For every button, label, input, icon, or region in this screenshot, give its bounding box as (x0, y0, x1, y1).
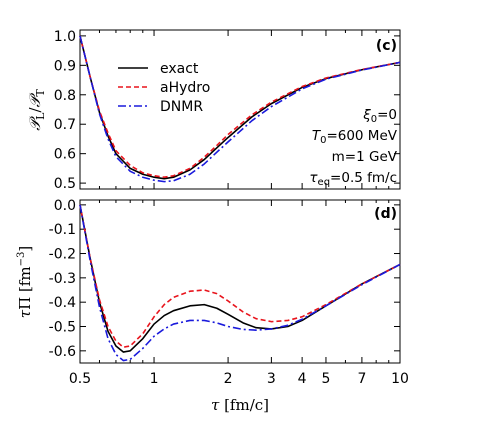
panel-d-ylabel: τΠ [fm−3] (16, 246, 34, 318)
panel-d-xtick-label: 5 (321, 371, 330, 387)
legend-label-exact: exact (160, 61, 199, 77)
panel-c-frame (79, 29, 401, 190)
panel-d-xtick-label: 4 (298, 371, 307, 387)
panel-c-ytick-label: 0.8 (54, 88, 76, 104)
panel-c-tag: (c) (376, 38, 397, 54)
panel-c-series (79, 35, 401, 183)
panel-d-frame (79, 199, 401, 364)
panel-c-ticks: 0.5 0.6 0.7 0.8 0.9 1.0 (54, 29, 401, 192)
panel-c-ytick-label: 0.5 (54, 176, 76, 192)
series-exact-line (79, 35, 401, 180)
series-exact-line (79, 204, 401, 353)
panel-d-xtick-label: 3 (267, 371, 276, 387)
panel-d-ytick-label: -0.4 (49, 295, 76, 311)
series-ahydro-line (79, 35, 401, 179)
panel-d-ytick-label: -0.2 (49, 247, 76, 263)
panel-c-ytick-label: 0.6 (54, 147, 76, 163)
panel-c-ytick-label: 1.0 (54, 29, 76, 45)
panel-d-xtick-label: 2 (224, 371, 233, 387)
panel-d: 0.5 1 2 3 4 5 7 10 0.0 -0.1 -0.2 -0.3 -0.4 -0.5 -0.6 τ… (16, 198, 409, 414)
panel-d-series (79, 204, 401, 362)
annotation-mass: m=1 GeV (332, 149, 398, 165)
annotation-t0: T0=600 MeV (312, 128, 398, 146)
panel-c-ytick-label: 0.7 (54, 117, 76, 133)
panel-d-ticks: 0.5 1 2 3 4 5 7 10 0.0 -0.1 -0.2 -0.3 -0.4 -0.5 -0.6 (49, 198, 409, 387)
panel-c: 0.5 0.6 0.7 0.8 0.9 1.0 𝒫L/𝒫T (c) exact aHydr… (26, 29, 401, 192)
annotation-xi0: ξ0=0 (362, 107, 397, 125)
panel-d-tag: (d) (374, 206, 397, 222)
legend-label-ahydro: aHydro (160, 80, 210, 96)
series-dnmr-line (79, 204, 401, 362)
series-ahydro-line (79, 204, 401, 348)
legend-label-dnmr: DNMR (160, 99, 203, 115)
parameter-annotations: ξ0=0 T0=600 MeV m=1 GeV τeq=0.5 fm/c (309, 107, 397, 188)
panel-c-ylabel: 𝒫L/𝒫T (26, 89, 47, 131)
panel-d-xtick-label: 7 (357, 371, 366, 387)
panel-d-xlabel: τ [fm/c] (211, 396, 269, 414)
legend: exact aHydro DNMR (118, 61, 210, 115)
panel-d-xtick-label: 1 (150, 371, 159, 387)
panel-c-ytick-label: 0.9 (54, 58, 76, 74)
annotation-tau-eq: τeq=0.5 fm/c (309, 170, 397, 188)
panel-d-ytick-label: -0.6 (49, 344, 76, 360)
panel-d-ytick-label: 0.0 (54, 198, 76, 214)
panel-d-ytick-label: -0.1 (49, 222, 76, 238)
panel-d-ytick-label: -0.5 (49, 320, 76, 336)
panel-d-xtick-label: 0.5 (69, 371, 91, 387)
panel-d-xtick-label: 10 (391, 371, 409, 387)
panel-d-ytick-label: -0.3 (49, 271, 76, 287)
